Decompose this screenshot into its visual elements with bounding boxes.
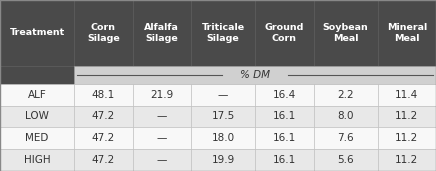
Text: 16.1: 16.1	[272, 133, 296, 143]
Bar	[74, 0, 133, 66]
Bar	[378, 84, 436, 106]
Bar	[0, 0, 74, 66]
Bar	[313, 84, 378, 106]
Bar	[313, 0, 378, 66]
Bar	[313, 149, 378, 171]
Bar	[378, 149, 436, 171]
Text: 18.0: 18.0	[211, 133, 235, 143]
Bar	[191, 149, 255, 171]
Text: 17.5: 17.5	[211, 111, 235, 121]
Text: —: —	[157, 133, 167, 143]
Text: Triticale
Silage: Triticale Silage	[201, 23, 245, 43]
Text: 16.1: 16.1	[272, 111, 296, 121]
Bar	[0, 149, 74, 171]
Bar	[191, 0, 255, 66]
Bar	[191, 106, 255, 127]
Bar	[74, 106, 133, 127]
Text: 16.4: 16.4	[272, 90, 296, 100]
Bar	[133, 0, 191, 66]
Text: LOW: LOW	[25, 111, 49, 121]
Bar	[133, 106, 191, 127]
Bar	[133, 127, 191, 149]
Text: Soybean
Meal: Soybean Meal	[323, 23, 368, 43]
Text: % DM: % DM	[240, 70, 270, 80]
Bar	[191, 84, 255, 106]
Text: 19.9: 19.9	[211, 155, 235, 165]
Text: 11.2: 11.2	[395, 111, 419, 121]
Bar	[133, 149, 191, 171]
Bar	[133, 84, 191, 106]
Text: Ground
Corn: Ground Corn	[265, 23, 304, 43]
Text: 48.1: 48.1	[92, 90, 115, 100]
Text: Mineral
Meal: Mineral Meal	[387, 23, 427, 43]
Bar	[313, 127, 378, 149]
Text: 47.2: 47.2	[92, 133, 115, 143]
Text: 5.6: 5.6	[337, 155, 354, 165]
Text: Alfalfa
Silage: Alfalfa Silage	[144, 23, 179, 43]
Text: 47.2: 47.2	[92, 155, 115, 165]
Text: —: —	[218, 90, 228, 100]
Bar	[378, 0, 436, 66]
Bar	[74, 66, 436, 84]
Text: 8.0: 8.0	[337, 111, 354, 121]
Bar	[74, 84, 133, 106]
Text: MED: MED	[25, 133, 49, 143]
Bar	[255, 127, 313, 149]
Text: 11.2: 11.2	[395, 155, 419, 165]
Text: 16.1: 16.1	[272, 155, 296, 165]
Bar	[191, 127, 255, 149]
Text: 47.2: 47.2	[92, 111, 115, 121]
Bar	[255, 0, 313, 66]
Text: 11.2: 11.2	[395, 133, 419, 143]
Text: 2.2: 2.2	[337, 90, 354, 100]
Bar	[74, 149, 133, 171]
Bar	[0, 106, 74, 127]
Text: Treatment: Treatment	[10, 28, 65, 37]
Text: ALF: ALF	[27, 90, 46, 100]
Text: —: —	[157, 111, 167, 121]
Bar	[0, 127, 74, 149]
Bar	[255, 106, 313, 127]
Bar	[378, 106, 436, 127]
Text: Corn
Silage: Corn Silage	[87, 23, 119, 43]
Text: HIGH: HIGH	[24, 155, 50, 165]
Bar	[255, 84, 313, 106]
Bar	[378, 127, 436, 149]
Bar	[255, 149, 313, 171]
Bar	[313, 106, 378, 127]
Text: 11.4: 11.4	[395, 90, 419, 100]
Text: 21.9: 21.9	[150, 90, 174, 100]
Bar	[0, 66, 74, 84]
Bar	[74, 127, 133, 149]
Bar	[0, 84, 74, 106]
Text: —: —	[157, 155, 167, 165]
Text: 7.6: 7.6	[337, 133, 354, 143]
